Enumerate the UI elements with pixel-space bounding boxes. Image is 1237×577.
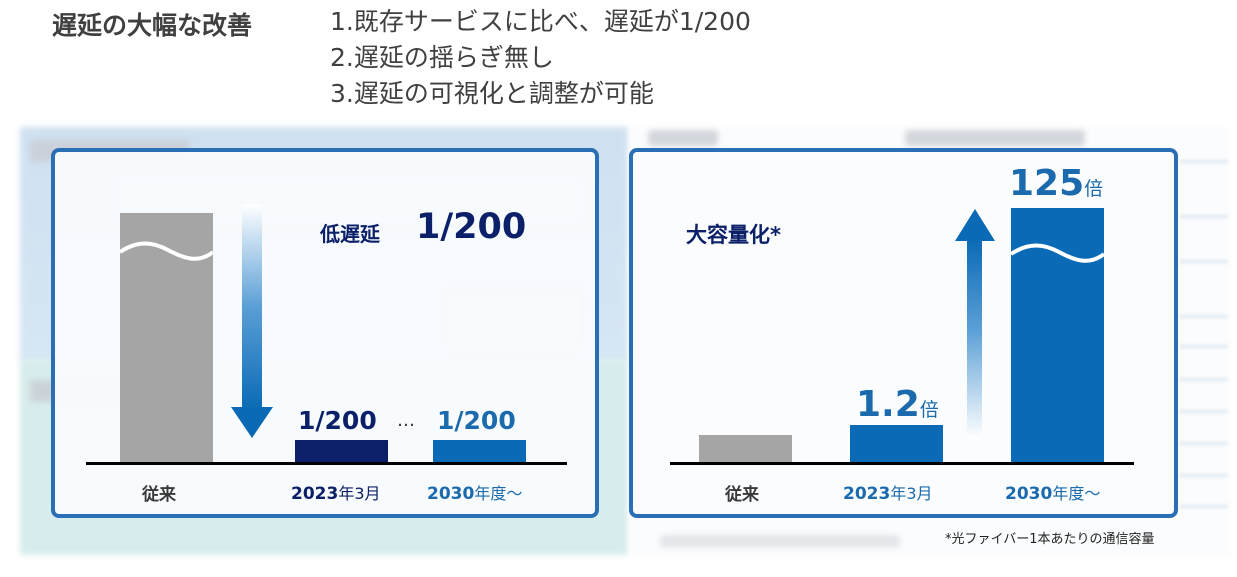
key-point-1: 1.既存サービスに比べ、遅延が1/200 (330, 7, 751, 36)
x-axis-line (670, 462, 1134, 465)
backdrop-rule (1180, 345, 1228, 348)
bar-conventional-latency (120, 213, 213, 463)
bar-2023-latency (295, 440, 388, 463)
backdrop-text (660, 535, 900, 547)
latency-heading-label: 低遅延 (320, 222, 380, 246)
backdrop-rule (1180, 260, 1228, 263)
bar-2030-latency (433, 440, 526, 463)
bar-conventional-capacity (699, 435, 792, 463)
capacity-heading: 大容量化* (686, 223, 781, 247)
backdrop-text (905, 130, 1085, 146)
footnote: *光ファイバー1本あたりの通信容量 (945, 532, 1155, 547)
page-title: 遅延の大幅な改善 (52, 11, 253, 40)
backdrop-rule (1180, 160, 1228, 163)
backdrop-rule (1180, 378, 1228, 381)
x-axis-line (86, 462, 567, 465)
category-conventional: 従来 (725, 485, 759, 505)
bar-label-2023: 1/200 (298, 406, 377, 435)
backdrop-rule (1180, 505, 1228, 508)
backdrop-rule (1180, 474, 1228, 477)
backdrop-text (648, 130, 718, 146)
axis-break-icon (1009, 243, 1106, 263)
value-label-2030: 125倍 (1009, 163, 1104, 204)
key-points-list: 1.既存サービスに比べ、遅延が1/200 2.遅延の揺らぎ無し 3.遅延の可視化… (330, 4, 751, 112)
bar-label-2030: 1/200 (437, 406, 516, 435)
key-point-3: 3.遅延の可視化と調整が可能 (330, 79, 654, 108)
backdrop-rule (1180, 215, 1228, 218)
axis-break-icon (118, 241, 215, 261)
category-2023: 2023年3月 (843, 484, 933, 504)
latency-heading-value: 1/200 (416, 207, 527, 247)
arrow-down-icon (231, 204, 273, 438)
category-2030: 2030年度～ (1005, 484, 1101, 504)
backdrop-rule (1180, 315, 1228, 318)
arrow-up-icon (955, 209, 995, 439)
ellipsis: … (397, 410, 415, 431)
key-point-2: 2.遅延の揺らぎ無し (330, 43, 554, 72)
backdrop-rule (1180, 410, 1228, 413)
value-label-2023: 1.2倍 (856, 384, 939, 425)
category-2023: 2023年3月 (291, 484, 381, 504)
category-conventional: 従来 (142, 485, 176, 505)
backdrop-rule (1180, 442, 1228, 445)
category-2030: 2030年度～ (427, 484, 523, 504)
bar-2023-capacity (850, 425, 943, 463)
